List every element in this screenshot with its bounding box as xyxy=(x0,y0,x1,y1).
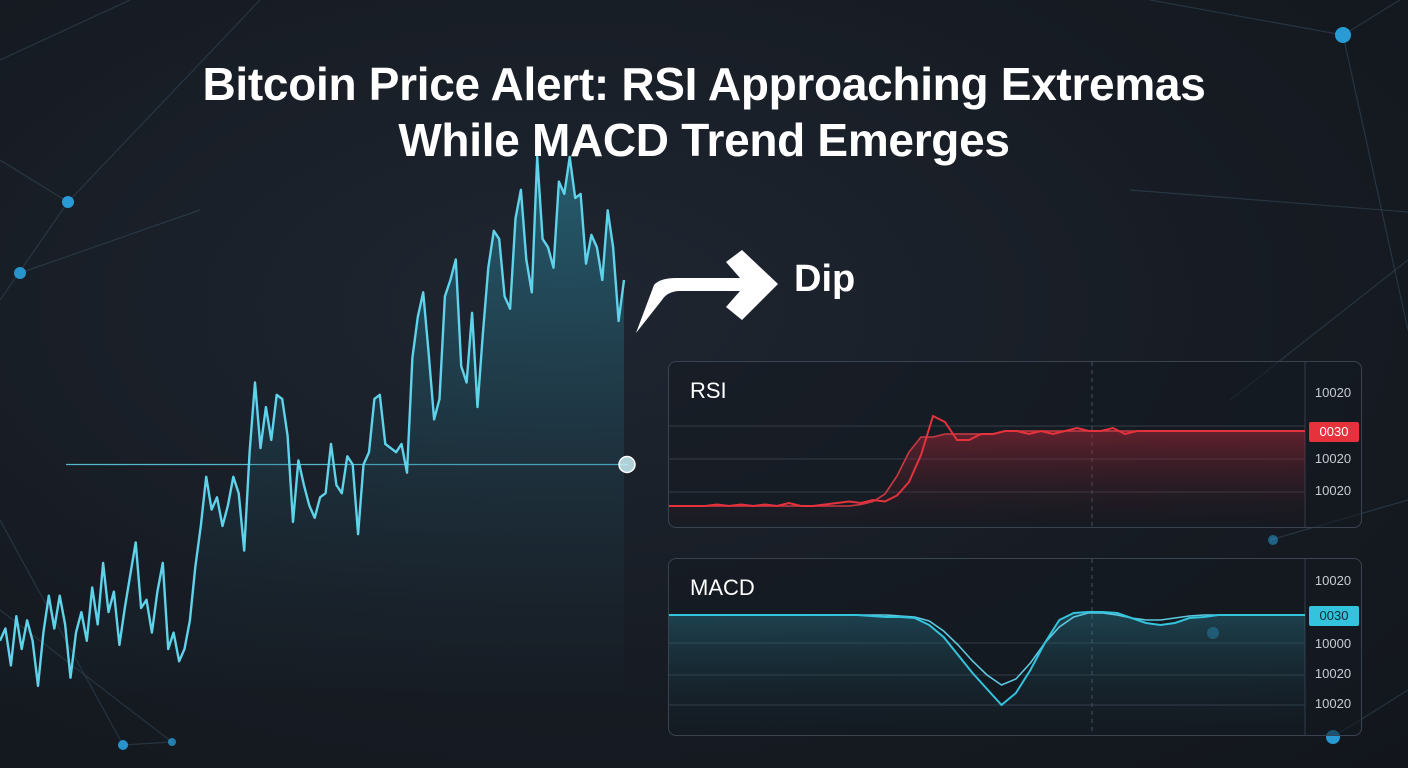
rsi-value-badge: 0030 xyxy=(1309,422,1359,442)
macd-tick-1: 10020 xyxy=(1314,573,1352,588)
macd-chart xyxy=(669,559,1306,735)
rsi-tick-3: 10020 xyxy=(1314,483,1352,498)
price-area-fill xyxy=(0,157,624,690)
macd-tick-4: 10020 xyxy=(1314,696,1352,711)
rsi-tick-1: 10020 xyxy=(1314,385,1352,400)
price-marker-dot xyxy=(618,455,636,474)
macd-tick-3: 10020 xyxy=(1314,666,1352,681)
macd-line xyxy=(669,611,1305,707)
dip-label: Dip xyxy=(794,258,856,300)
macd-tick-2: 10000 xyxy=(1314,636,1352,651)
macd-label: MACD xyxy=(690,575,755,600)
rsi-panel: RSI 10020 0030 10020 10020 xyxy=(668,361,1362,528)
rsi-line xyxy=(669,414,1305,508)
macd-panel: MACD 10020 0030 10000 10020 10020 xyxy=(668,558,1362,736)
rsi-chart xyxy=(669,362,1306,527)
price-line xyxy=(0,155,626,688)
rsi-area-fill xyxy=(669,431,1305,527)
macd-value-badge: 0030 xyxy=(1309,606,1359,626)
title-line-1: Bitcoin Price Alert: RSI Approaching Ext… xyxy=(202,58,1206,110)
dip-arrow-icon xyxy=(636,250,778,333)
title-line-2: While MACD Trend Emerges xyxy=(398,114,1010,166)
macd-area-fill xyxy=(669,612,1305,735)
rsi-label: RSI xyxy=(690,378,727,403)
page-title: Bitcoin Price Alert: RSI Approaching Ext… xyxy=(0,56,1408,168)
rsi-tick-2: 10020 xyxy=(1314,451,1352,466)
